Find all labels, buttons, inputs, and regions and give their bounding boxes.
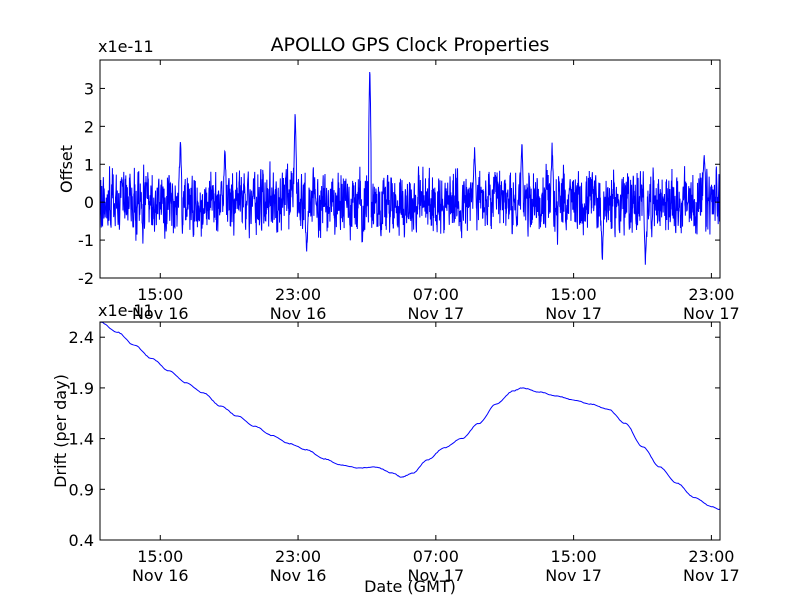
1-xtick-time: 15:00 bbox=[137, 547, 183, 566]
1-xtick-time: 07:00 bbox=[413, 547, 459, 566]
0-ytick-label: 0 bbox=[84, 193, 94, 212]
offset-series-line bbox=[100, 71, 720, 265]
0-ytick-label: 2 bbox=[84, 117, 94, 136]
0-xtick-time: 07:00 bbox=[413, 285, 459, 304]
0-xtick-time: 23:00 bbox=[275, 285, 321, 304]
offset-scale-factor: x1e-11 bbox=[98, 37, 154, 56]
0-xtick-time: 15:00 bbox=[137, 285, 183, 304]
0-xtick-time: 23:00 bbox=[688, 285, 734, 304]
0-ytick-label: 1 bbox=[84, 155, 94, 174]
drift-ylabel: Drift (per day) bbox=[51, 374, 70, 488]
0-ytick-label: -1 bbox=[78, 231, 94, 250]
1-ytick-label: 2.4 bbox=[69, 328, 94, 347]
1-xtick-date: Nov 16 bbox=[132, 566, 189, 585]
drift-xlabel: Date (GMT) bbox=[364, 577, 456, 596]
drift-axes-frame bbox=[99, 321, 721, 541]
0-xtick-date: Nov 17 bbox=[545, 304, 602, 323]
1-xtick-date: Nov 17 bbox=[683, 566, 740, 585]
1-xtick-date: Nov 16 bbox=[270, 566, 327, 585]
0-xtick-time: 15:00 bbox=[551, 285, 597, 304]
1-ytick-label: 0.4 bbox=[69, 531, 94, 550]
1-xtick-time: 15:00 bbox=[551, 547, 597, 566]
1-xtick-time: 23:00 bbox=[275, 547, 321, 566]
0-xtick-date: Nov 16 bbox=[132, 304, 189, 323]
0-xtick-date: Nov 17 bbox=[683, 304, 740, 323]
drift-series-line bbox=[100, 322, 720, 511]
1-xtick-date: Nov 17 bbox=[545, 566, 602, 585]
0-xtick-date: Nov 17 bbox=[407, 304, 464, 323]
0-ytick-label: -2 bbox=[78, 269, 94, 288]
1-ytick-label: 1.4 bbox=[69, 430, 94, 449]
drift-scale-factor: x1e-11 bbox=[98, 301, 154, 320]
1-ytick-label: 0.9 bbox=[69, 480, 94, 499]
0-ytick-label: 3 bbox=[84, 79, 94, 98]
0-xtick-date: Nov 16 bbox=[270, 304, 327, 323]
offset-axes-frame bbox=[99, 59, 721, 279]
1-ytick-label: 1.9 bbox=[69, 379, 94, 398]
1-xtick-date: Nov 17 bbox=[407, 566, 464, 585]
offset-ylabel: Offset bbox=[57, 145, 76, 193]
chart-title: APOLLO GPS Clock Properties bbox=[271, 34, 550, 56]
1-xtick-time: 23:00 bbox=[688, 547, 734, 566]
